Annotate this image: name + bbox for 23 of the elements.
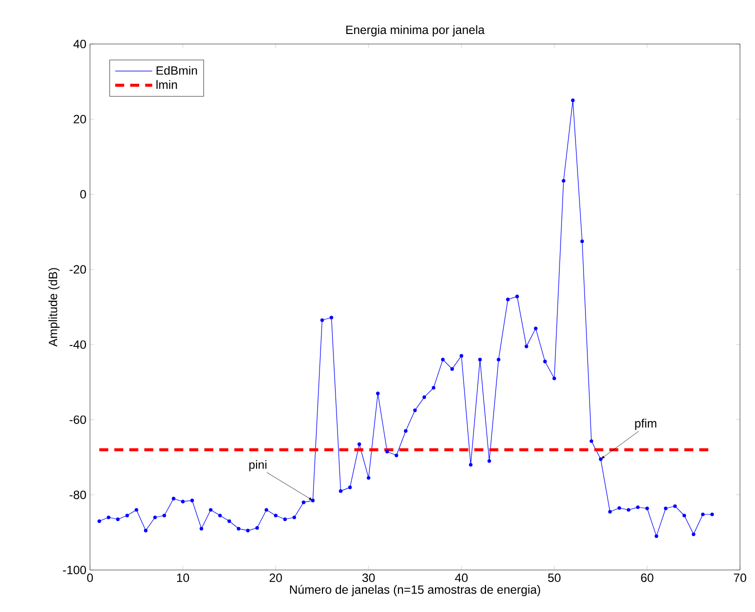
x-tick-label: 60: [641, 574, 654, 582]
y-tick-label: 40: [73, 40, 86, 48]
x-tick-label: 30: [362, 574, 375, 582]
x-tick-label: 0: [87, 574, 93, 582]
x-tick-label: 50: [548, 574, 560, 582]
legend-label: EdBmin: [156, 66, 197, 75]
y-tick-label: -100: [62, 566, 86, 574]
x-tick-label: 40: [455, 574, 468, 582]
y-axis-title: Amplitude (dB): [48, 268, 60, 347]
y-tick-label: 20: [74, 114, 86, 124]
annotation: pfim: [635, 418, 656, 430]
annotation: pini: [249, 460, 266, 472]
y-tick-label: -20: [70, 265, 86, 274]
y-tick-label: 0: [80, 190, 86, 199]
chart-title: Energia minima por janela: [346, 25, 485, 36]
x-tick-label: 10: [177, 574, 190, 582]
y-tick-label: -60: [70, 415, 86, 424]
y-tick-label: -80: [70, 490, 86, 500]
legend-label: lmin: [156, 80, 177, 89]
x-axis-title: Número de janelas (n=15 amostras de energia): [290, 584, 540, 596]
x-tick-label: 70: [734, 574, 746, 582]
y-tick-label: -40: [70, 340, 86, 349]
x-tick-label: 20: [270, 574, 282, 582]
